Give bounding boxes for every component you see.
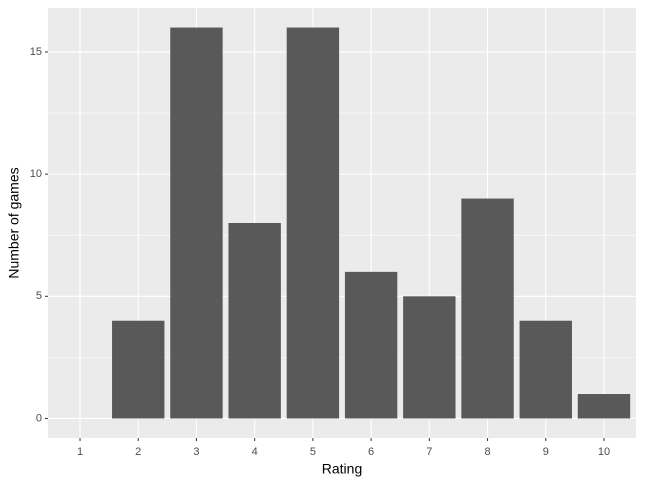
bar	[286, 27, 340, 419]
x-tick-label: 10	[598, 446, 610, 458]
bar	[112, 320, 165, 419]
x-tick-label: 8	[484, 446, 490, 458]
x-tick-label: 1	[77, 446, 83, 458]
y-tick-label: 0	[36, 412, 42, 424]
x-tick-label: 3	[193, 446, 199, 458]
x-tick-label: 2	[135, 446, 141, 458]
bar	[228, 223, 281, 419]
y-tick-label: 15	[30, 46, 42, 58]
bar	[403, 296, 456, 419]
y-axis-title: Number of games	[6, 167, 22, 278]
bar	[461, 198, 514, 419]
x-tick-label: 6	[368, 446, 374, 458]
x-tick-label: 4	[252, 446, 258, 458]
x-tick-label: 9	[543, 446, 549, 458]
x-tick-label: 7	[426, 446, 432, 458]
y-tick-label: 5	[36, 290, 42, 302]
bar	[577, 394, 631, 419]
x-tick-label: 5	[310, 446, 316, 458]
x-axis-title: Rating	[322, 461, 362, 477]
bar	[344, 271, 398, 419]
bar	[170, 27, 223, 419]
y-tick-label: 10	[30, 168, 42, 180]
bar	[519, 320, 572, 419]
